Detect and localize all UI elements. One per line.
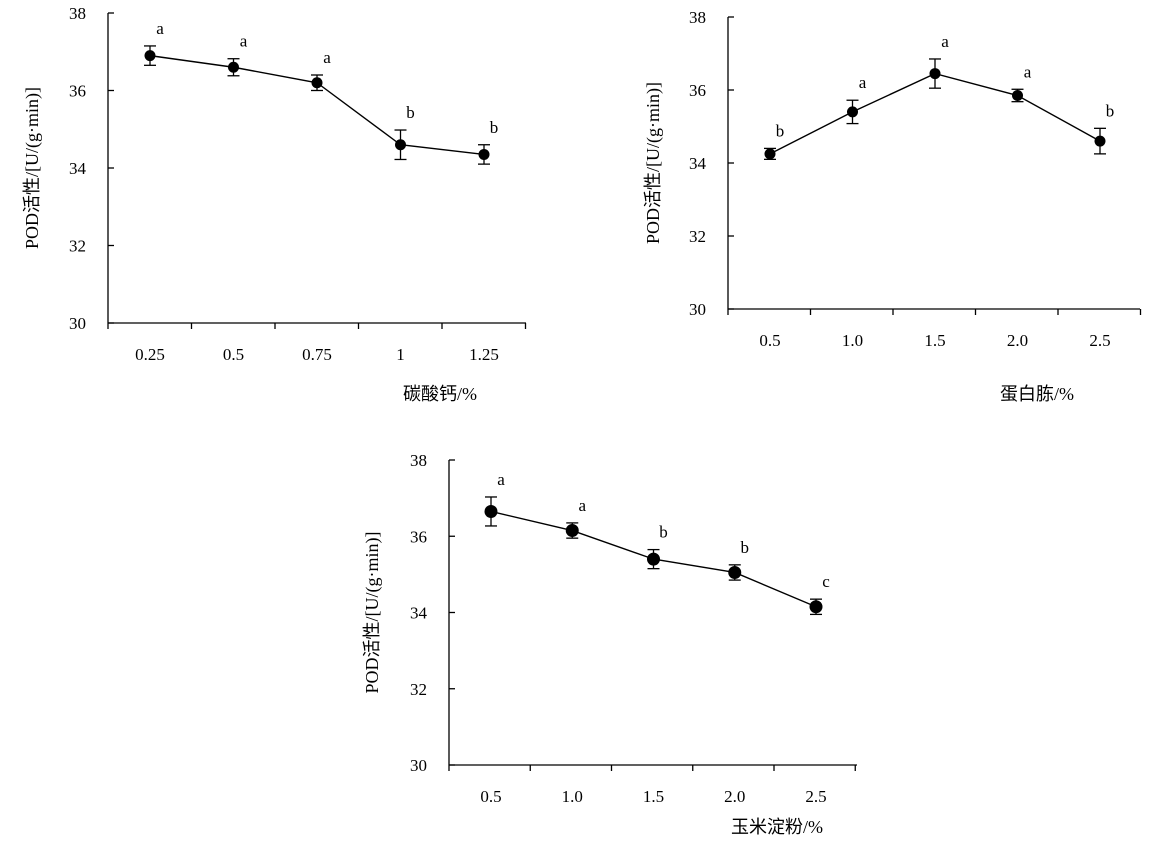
y-tick-label: 36 [689,81,706,100]
significance-letter: b [776,121,785,140]
x-tick-label: 0.5 [223,345,244,364]
y-tick-label: 32 [410,680,427,699]
significance-letter: a [497,470,505,489]
y-tick-label: 38 [689,8,706,27]
series-line [149,54,485,156]
y-tick-label: 36 [410,527,427,546]
x-tick-label: 0.5 [759,331,780,350]
data-point [395,139,406,151]
x-tick-label: 1 [396,345,405,364]
significance-letter: b [490,118,499,137]
y-axis-title: POD活性/[U/(g·min)] [643,82,664,244]
y-tick-label: 34 [689,154,707,173]
y-tick-label: 30 [689,300,706,319]
y-tick-label: 34 [410,604,428,623]
x-tick-label: 1.0 [842,331,863,350]
data-point [647,552,660,566]
data-point [228,61,239,73]
data-point [764,148,776,160]
significance-letter: a [156,19,164,38]
y-tick-label: 38 [69,4,86,23]
significance-letter: b [741,538,750,557]
data-point [728,565,742,579]
significance-letter: a [323,48,331,67]
chart-panel-3: 30 32 34 36 38 0.5 1.0 1.5 2.0 2.5 玉米淀粉/% POD活性/[U/… [362,451,857,837]
x-tick-label: 0.5 [480,787,501,806]
data-point [809,600,823,614]
data-point [144,50,156,62]
data-point [565,524,579,538]
x-tick-label: 1.25 [469,345,499,364]
x-tick-label: 2.5 [805,787,826,806]
x-tick-label: 2.5 [1089,331,1110,350]
data-point [847,106,858,118]
significance-letter: a [859,73,867,92]
y-tick-label: 36 [69,82,86,101]
x-tick-label: 2.0 [724,787,745,806]
significance-letter: a [240,32,248,51]
x-tick-label: 1.5 [924,331,945,350]
significance-letter: a [578,496,586,515]
y-axis-title: POD活性/[U/(g·min)] [362,532,383,694]
data-point [1012,89,1023,101]
significance-letter: a [941,32,949,51]
y-tick-label: 30 [69,314,86,333]
data-point [484,504,498,518]
x-axis-title: 蛋白胨/% [1000,384,1074,404]
x-tick-label: 1.5 [643,787,664,806]
y-axis-title: POD活性/[U/(g·min)] [22,87,43,249]
significance-letter: b [406,103,415,122]
x-tick-label: 0.75 [302,345,332,364]
y-tick-label: 32 [69,237,86,256]
chart-panel-1: 30 32 34 36 38 0.25 0.5 0.75 1 1.25 碳酸钙/% POD活性/[U/… [22,4,527,404]
y-tick-label: 32 [689,227,706,246]
x-axis-title: 玉米淀粉/% [731,817,823,837]
chart-panel-2: 30 32 34 36 38 0.5 1.0 1.5 2.0 2.5 蛋白胨/% POD活性/[U/(… [643,8,1142,404]
y-tick-label: 38 [410,451,427,470]
data-point [1094,135,1106,147]
x-tick-label: 0.25 [135,345,165,364]
significance-letter: b [1106,101,1115,120]
significance-letter: a [1024,62,1032,81]
y-tick-label: 30 [410,756,427,775]
x-tick-label: 2.0 [1007,331,1028,350]
significance-letter: c [822,572,830,591]
significance-letter: b [659,523,668,542]
data-point [478,148,490,160]
x-tick-label: 1.0 [562,787,583,806]
x-axis-title: 碳酸钙/% [403,384,477,404]
y-tick-label: 34 [69,159,87,178]
data-point [311,77,323,89]
data-point [929,68,941,80]
